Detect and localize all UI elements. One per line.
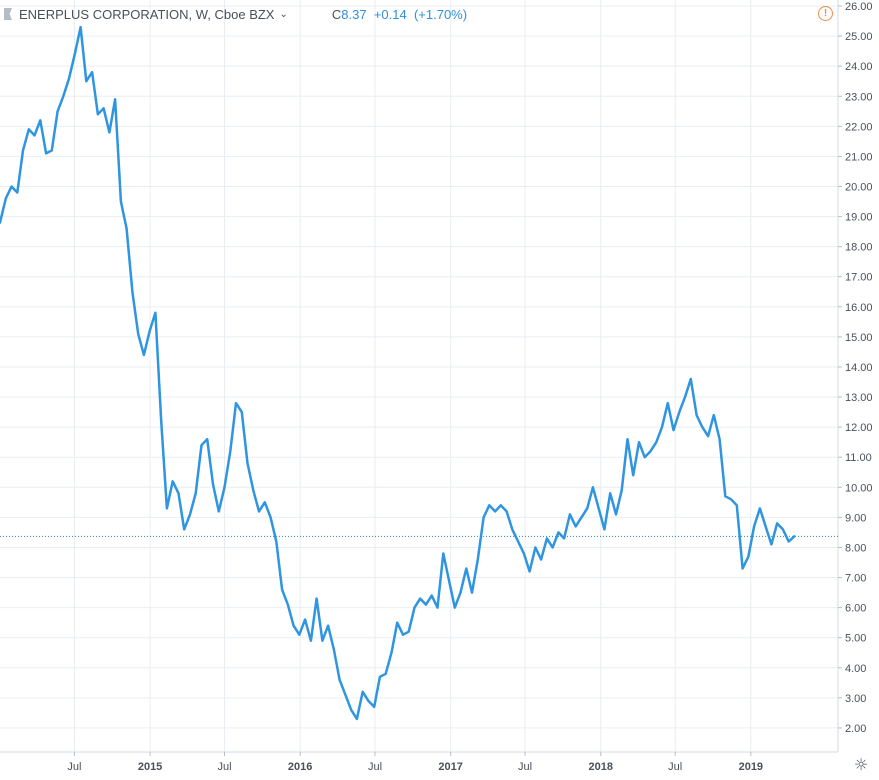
price-tick-label: 2.00 <box>845 723 866 735</box>
time-tick-label: Jul <box>217 761 231 773</box>
grid-lines <box>0 0 838 752</box>
time-tick-label: Jul <box>67 761 81 773</box>
price-series-line[interactable] <box>0 25 796 721</box>
time-tick-label: Jul <box>518 761 532 773</box>
price-tick-label: 22.00 <box>845 121 873 133</box>
price-tick-label: 3.00 <box>845 693 866 705</box>
price-tick-label: 8.00 <box>845 542 866 554</box>
price-tick-label: 9.00 <box>845 512 866 524</box>
price-tick-label: 13.00 <box>845 392 873 404</box>
price-tick-label: 23.00 <box>845 91 873 103</box>
time-tick-label: 2017 <box>438 761 462 773</box>
flag-icon[interactable] <box>4 8 12 20</box>
alert-icon[interactable]: ! <box>818 6 833 21</box>
price-tick-label: 25.00 <box>845 31 873 43</box>
price-tick-label: 11.00 <box>845 452 872 464</box>
price-tick-label: 24.00 <box>845 61 873 73</box>
price-tick-label: 12.00 <box>845 422 873 434</box>
symbol-title[interactable]: ENERPLUS CORPORATION, W, Cboe BZX <box>19 6 275 22</box>
price-tick-label: 17.00 <box>845 272 873 284</box>
close-label: C <box>331 6 342 22</box>
price-tick-label: 20.00 <box>845 181 873 193</box>
chevron-down-icon[interactable]: ⌄ <box>279 8 288 20</box>
price-tick-label: 19.00 <box>845 212 873 224</box>
time-tick-label: 2015 <box>138 761 162 773</box>
settings-icon[interactable]: ☼ <box>853 755 869 774</box>
price-tick-label: 14.00 <box>845 362 873 374</box>
time-axis: Jul 2015 Jul 2016 Jul 2017 Jul 2018 Jul 2019 <box>67 752 763 773</box>
price-change-percent: (+1.70%) <box>413 6 468 22</box>
price-tick-label: 5.00 <box>845 633 866 645</box>
time-tick-label: 2019 <box>739 761 763 773</box>
time-tick-label: Jul <box>668 761 682 773</box>
price-quote: C8.37 +0.14 (+1.70%) <box>332 7 467 22</box>
price-tick-label: 7.00 <box>845 573 866 585</box>
price-tick-label: 18.00 <box>845 242 873 254</box>
price-tick-label: 26.00 <box>845 1 873 13</box>
time-tick-label: 2018 <box>589 761 613 773</box>
time-tick-label: 2016 <box>288 761 312 773</box>
price-tick-label: 4.00 <box>845 663 866 675</box>
price-change: +0.14 <box>373 6 407 22</box>
price-tick-label: 16.00 <box>845 302 873 314</box>
chart-legend: ENERPLUS CORPORATION, W, Cboe BZX ⌄ C8.3… <box>4 4 467 24</box>
price-axis: 2.00 3.00 4.00 5.00 6.00 7.00 8.00 9.00 10.00 11.… <box>838 1 873 735</box>
price-tick-label: 15.00 <box>845 332 873 344</box>
price-tick-label: 6.00 <box>845 603 866 615</box>
time-tick-label: Jul <box>368 761 382 773</box>
price-tick-label: 21.00 <box>845 151 873 163</box>
close-price: 8.37 <box>341 6 367 22</box>
price-tick-label: 10.00 <box>845 482 873 494</box>
